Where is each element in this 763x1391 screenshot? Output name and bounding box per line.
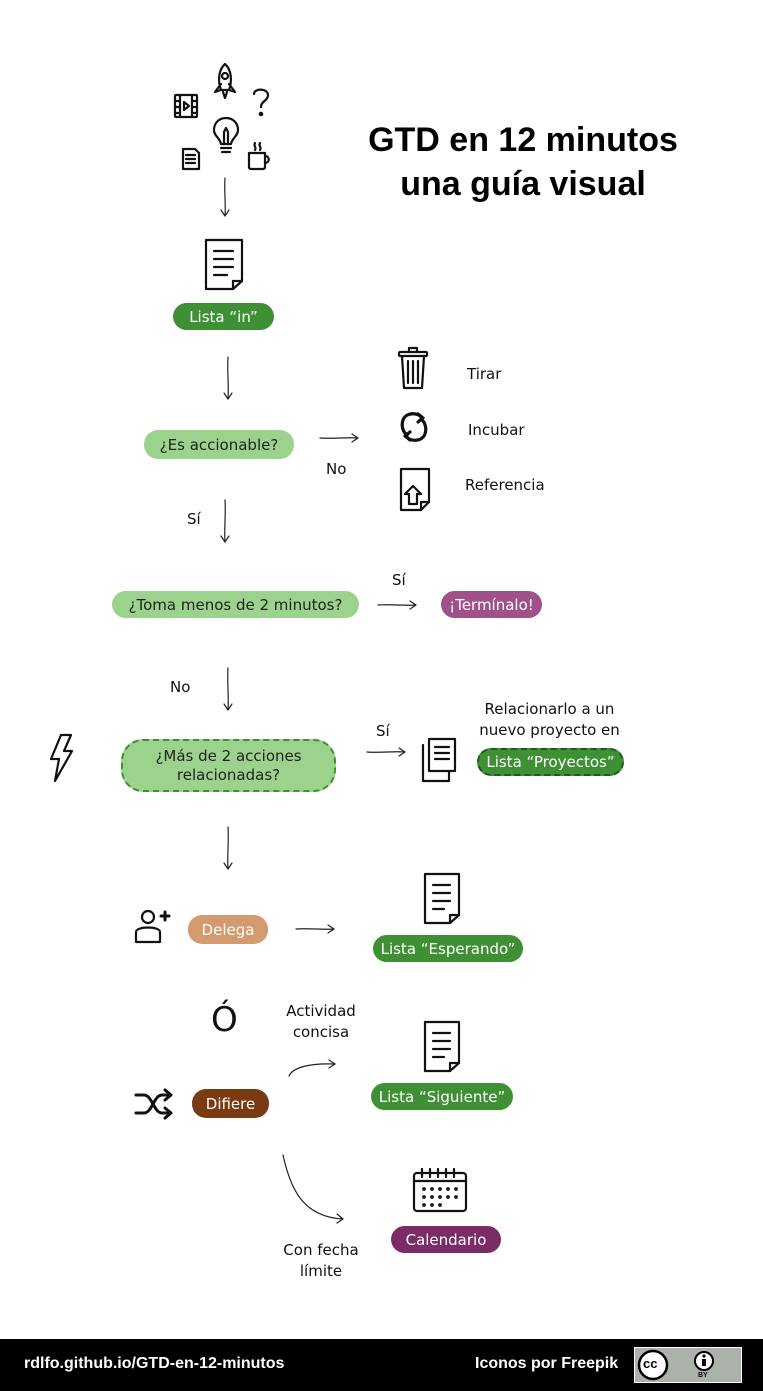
- multi-actions-question-pill[interactable]: ¿Más de 2 acciones relacionadas?: [121, 739, 336, 792]
- next-list-pill[interactable]: Lista “Siguiente”: [371, 1083, 513, 1110]
- arrow-two-minutes-yes: [377, 600, 417, 610]
- arrow-actionable-no: [319, 433, 359, 443]
- multi-actions-label-line-1: ¿Más de 2 acciones: [155, 746, 302, 765]
- calendar-pill[interactable]: Calendario: [391, 1226, 501, 1253]
- document-icon: [181, 147, 201, 171]
- arrow-multi-yes: [366, 747, 406, 757]
- question-icon: [252, 88, 270, 117]
- waiting-list-pill[interactable]: Lista “Esperando”: [373, 935, 523, 962]
- footer-url-link[interactable]: rdlfo.github.io/GTD-en-12-minutos: [24, 1355, 285, 1372]
- no-label-two-minutes: No: [170, 678, 191, 696]
- cc-license-badge[interactable]: cc BY: [634, 1347, 742, 1383]
- waiting-document-icon: [423, 872, 461, 925]
- projects-list-label: Lista “Proyectos”: [486, 753, 615, 771]
- by-text: BY: [698, 1372, 708, 1379]
- done-label: ¡Termínalo!: [449, 595, 534, 614]
- done-pill[interactable]: ¡Termínalo!: [441, 591, 542, 618]
- projects-list-pill[interactable]: Lista “Proyectos”: [477, 748, 624, 776]
- trash-icon: [397, 346, 429, 390]
- delegate-label: Delega: [201, 920, 255, 939]
- concise-note: Actividad concisa: [276, 1001, 366, 1043]
- reference-label: Referencia: [465, 476, 545, 494]
- calendar-label: Calendario: [405, 1230, 487, 1249]
- lightbulb-icon: [212, 116, 240, 154]
- waiting-list-label: Lista “Esperando”: [380, 939, 516, 958]
- inbox-list-label: Lista “in”: [189, 307, 258, 326]
- defer-label: Difiere: [205, 1094, 256, 1113]
- shuffle-icon: [134, 1088, 173, 1120]
- multi-actions-label-line-2: relacionadas?: [176, 765, 281, 784]
- deadline-note-line-1: Con fecha: [283, 1241, 359, 1259]
- calendar-icon: [412, 1167, 468, 1213]
- concise-note-line-2: concisa: [292, 1023, 350, 1041]
- project-note: Relacionarlo a un nuevo proyecto en: [472, 699, 627, 741]
- title-line-2: una guía visual: [400, 165, 646, 203]
- si-label-two-minutes: Sí: [392, 571, 406, 589]
- cc-icon: [637, 1349, 669, 1381]
- incubate-label: Incubar: [468, 421, 525, 439]
- film-icon: [173, 93, 199, 119]
- inbox-list-pill[interactable]: Lista “in”: [173, 303, 274, 330]
- arrow-defer-to-next: [288, 1059, 336, 1077]
- deadline-note: Con fecha límite: [276, 1240, 366, 1282]
- two-minutes-question-label: ¿Toma menos de 2 minutos?: [128, 595, 343, 614]
- arrow-two-minutes-to-multi: [223, 667, 233, 711]
- footer-credit[interactable]: Iconos por Freepik: [475, 1355, 619, 1372]
- recycle-icon: [400, 412, 428, 442]
- rocket-icon: [213, 62, 237, 100]
- cc-text: cc: [643, 1356, 658, 1371]
- trash-label: Tirar: [467, 365, 502, 383]
- project-note-line-2: nuevo proyecto en: [479, 721, 620, 739]
- coffee-icon: [247, 141, 270, 171]
- delegate-pill[interactable]: Delega: [188, 915, 268, 944]
- page-title: GTD en 12 minutos una guía visual: [340, 118, 706, 206]
- arrow-delegate-to-waiting: [295, 924, 335, 934]
- inbox-document-icon: [204, 238, 244, 291]
- concise-note-line-1: Actividad: [286, 1002, 356, 1020]
- defer-pill[interactable]: Difiere: [192, 1089, 269, 1118]
- actionable-question-pill[interactable]: ¿Es accionable?: [144, 430, 294, 459]
- no-label-actionable: No: [326, 460, 347, 478]
- arrow-cluster-to-inbox: [220, 177, 230, 217]
- project-note-line-1: Relacionarlo a un: [484, 700, 615, 718]
- si-label-actionable: Sí: [187, 510, 201, 528]
- next-list-label: Lista “Siguiente”: [378, 1087, 506, 1106]
- stacked-documents-icon: [421, 737, 457, 783]
- arrow-inbox-to-actionable: [223, 356, 233, 400]
- or-label: Ó: [211, 1000, 238, 1040]
- title-line-1: GTD en 12 minutos: [368, 121, 678, 159]
- si-label-multi: Sí: [376, 722, 390, 740]
- by-icon: [694, 1351, 714, 1371]
- next-document-icon: [423, 1020, 461, 1073]
- arrow-defer-to-calendar: [282, 1154, 344, 1224]
- arrow-multi-to-delegate: [223, 826, 233, 870]
- arrow-actionable-to-two-minutes: [220, 499, 230, 543]
- deadline-note-line-2: límite: [299, 1262, 343, 1280]
- reference-file-icon: [399, 467, 431, 512]
- two-minutes-question-pill[interactable]: ¿Toma menos de 2 minutos?: [112, 591, 359, 618]
- lightning-icon: [49, 733, 74, 783]
- actionable-question-label: ¿Es accionable?: [159, 435, 279, 454]
- add-user-icon: [134, 909, 171, 944]
